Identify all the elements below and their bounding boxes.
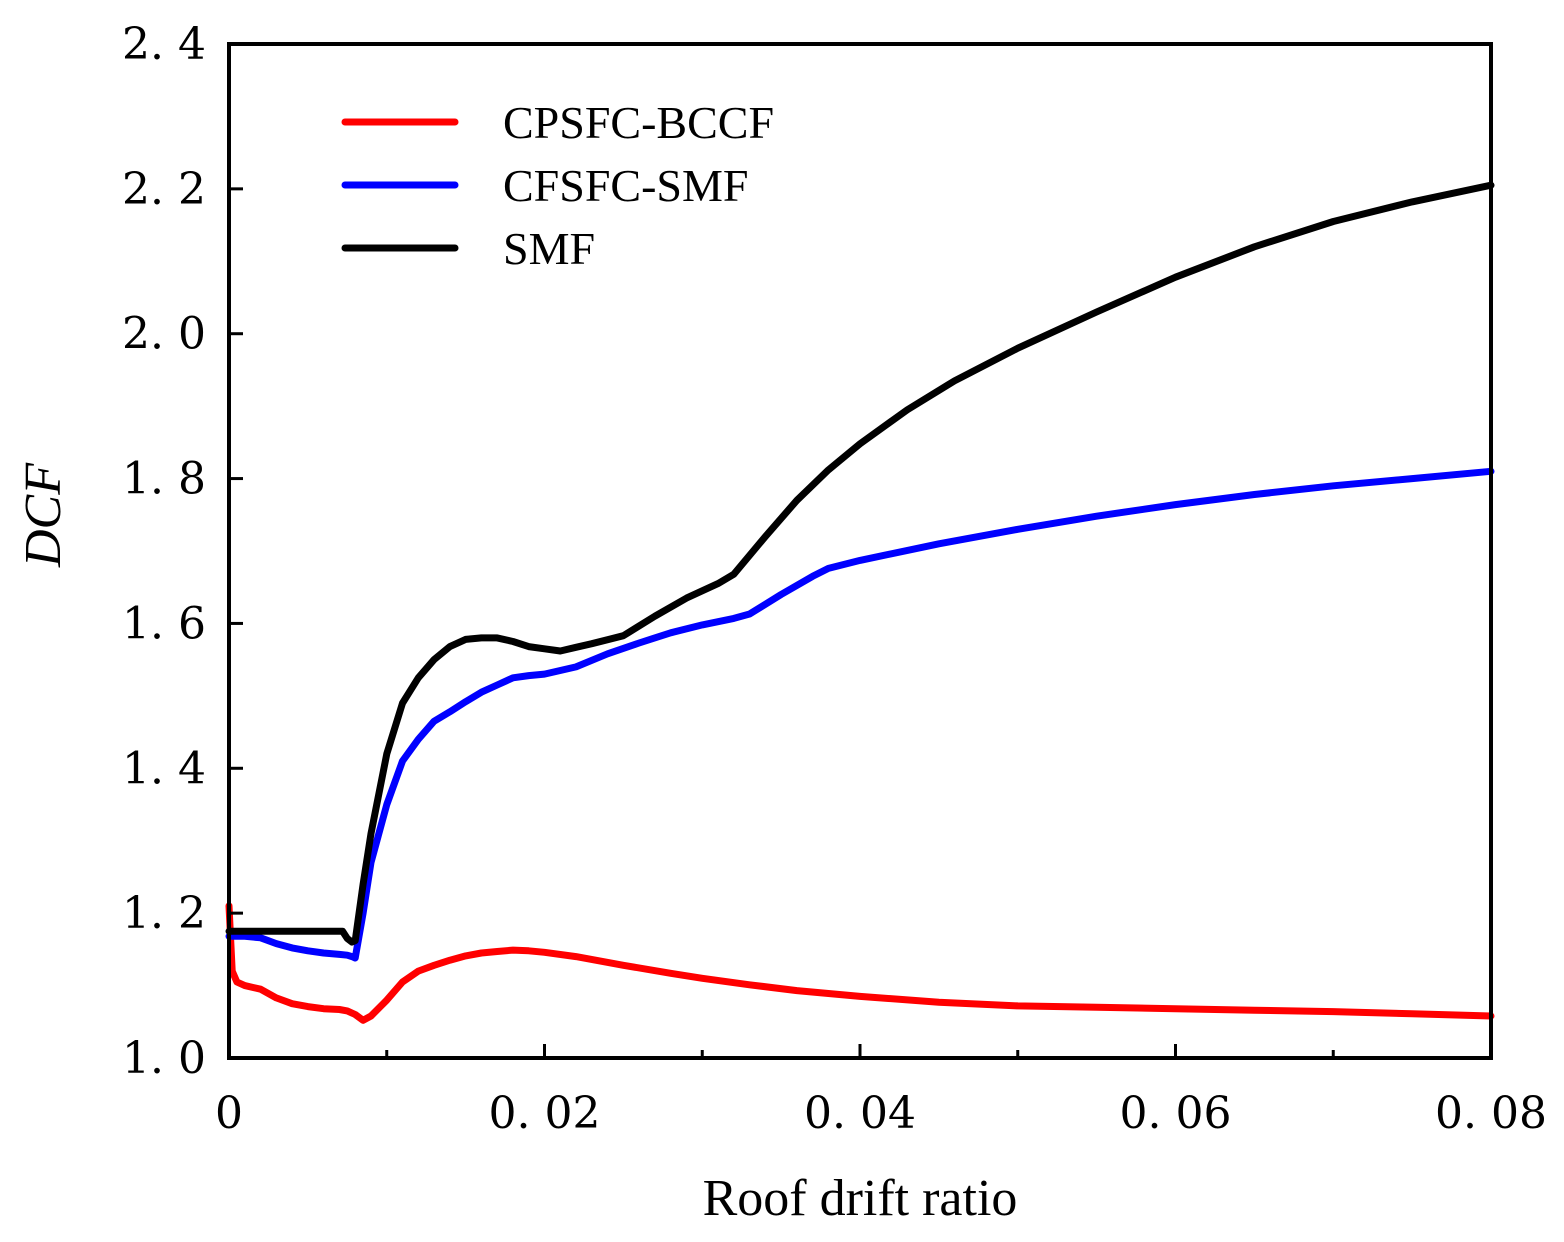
- series-layer: [225, 181, 1495, 1024]
- y-tick-label: 1. 4: [122, 743, 206, 794]
- x-tick-label: 0. 08: [1435, 1088, 1547, 1139]
- y-tick-label: 2. 4: [122, 19, 206, 70]
- x-axis-title: Roof drift ratio: [703, 1170, 1018, 1227]
- y-tick-label: 2. 0: [122, 309, 206, 360]
- plot-frame: [227, 42, 1493, 1060]
- y-tick-label: 1. 2: [122, 888, 206, 939]
- y-tick-label: 1. 0: [122, 1033, 206, 1084]
- x-tick-label: 0: [215, 1088, 243, 1139]
- x-tick-label: 0. 02: [489, 1088, 601, 1139]
- series-line-cfsfc-smf: [225, 467, 1495, 962]
- y-tick-label: 2. 2: [122, 164, 206, 215]
- y-tick-label: 1. 8: [122, 454, 206, 505]
- x-tick-label: 0. 06: [1120, 1088, 1232, 1139]
- legend-label: CFSFC-SMF: [503, 160, 749, 211]
- legend-label: CPSFC-BCCF: [503, 97, 774, 148]
- x-tick-label: 0. 04: [804, 1088, 916, 1139]
- legend-label: SMF: [503, 223, 595, 274]
- legend: CPSFC-BCCF CFSFC-SMF SMF: [341, 97, 774, 274]
- y-axis-title: DCF: [15, 462, 72, 568]
- series-line-smf: [225, 181, 1495, 946]
- y-tick-label: 1. 6: [122, 598, 206, 649]
- series-line-cpsfc-bccf: [225, 902, 1495, 1024]
- ticks-layer: 0 0. 02 0. 04 0. 06 0. 08 1. 0 1. 2 1. 4 1. 6 1. …: [122, 19, 1547, 1139]
